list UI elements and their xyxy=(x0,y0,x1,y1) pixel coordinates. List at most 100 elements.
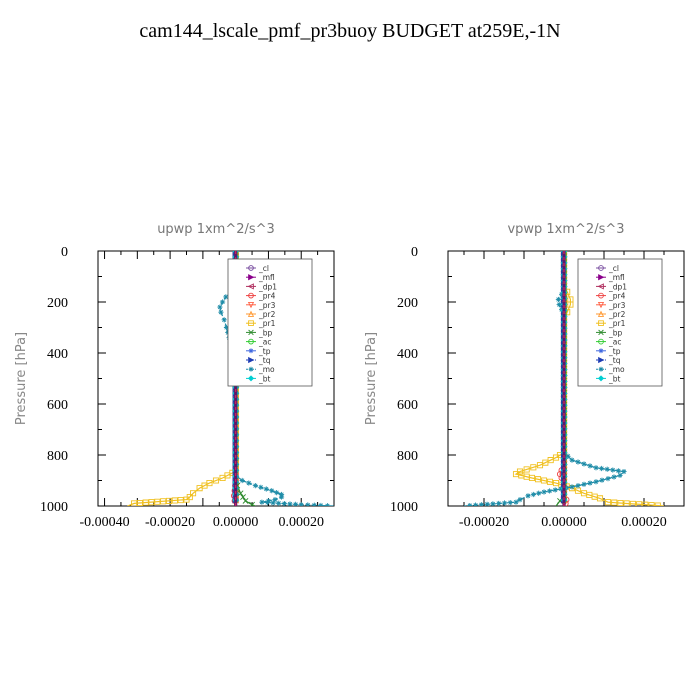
data-point xyxy=(636,501,643,506)
data-point xyxy=(617,499,624,506)
legend-label: _pr3 xyxy=(608,301,626,310)
legend-entry: _pr1 xyxy=(596,319,626,328)
y-tick-label: 0 xyxy=(411,245,418,260)
data-point xyxy=(484,501,490,506)
data-point xyxy=(517,497,523,503)
data-point xyxy=(269,488,275,494)
legend-marker xyxy=(598,329,604,336)
legend-marker xyxy=(598,356,605,364)
legend-marker xyxy=(598,348,604,354)
legend-entry: _tp xyxy=(596,347,621,356)
legend-label: _pr4 xyxy=(258,292,276,301)
data-point xyxy=(496,500,502,506)
data-point xyxy=(559,291,565,297)
legend-label: _bt xyxy=(258,374,271,383)
x-tick-label: -0.00040 xyxy=(79,515,129,530)
data-point xyxy=(131,500,138,506)
y-tick-label: 0 xyxy=(61,245,68,260)
legend-label: _tp xyxy=(608,347,621,356)
legend-entry: _mfl xyxy=(246,273,275,282)
data-point xyxy=(569,457,575,463)
legend-label: _ac xyxy=(258,338,271,347)
data-point xyxy=(604,466,610,472)
legend-label: _mfl xyxy=(608,273,625,282)
data-point xyxy=(593,479,599,485)
legend-entry: _ac xyxy=(596,338,621,347)
legend-label: _ac xyxy=(608,338,621,347)
data-point xyxy=(240,494,246,500)
data-point xyxy=(252,483,258,489)
legend-label: _pr1 xyxy=(258,319,276,328)
data-point xyxy=(186,494,193,501)
data-point xyxy=(546,478,554,485)
data-point xyxy=(605,475,611,482)
data-point xyxy=(242,497,249,504)
legend-marker xyxy=(597,375,605,382)
legend-label: _cl xyxy=(258,264,269,273)
legend-marker xyxy=(597,283,604,290)
data-point xyxy=(274,490,280,496)
data-point xyxy=(265,498,272,504)
legend-label: _pr1 xyxy=(608,319,626,328)
data-point xyxy=(281,501,287,506)
data-point xyxy=(621,468,627,475)
legend-marker xyxy=(248,356,255,364)
data-point xyxy=(541,489,547,495)
data-point xyxy=(569,484,575,490)
legend-marker xyxy=(598,338,604,345)
legend-label: _pr4 xyxy=(608,292,626,301)
y-tick-label: 800 xyxy=(47,449,68,464)
data-point xyxy=(623,500,630,506)
data-point xyxy=(276,500,282,506)
data-point xyxy=(324,503,331,506)
data-point xyxy=(642,501,649,506)
data-point xyxy=(611,499,618,506)
series-line xyxy=(514,251,665,506)
legend-marker xyxy=(598,320,604,327)
data-point xyxy=(212,477,220,484)
data-point xyxy=(525,493,531,499)
legend-entry: _tq xyxy=(596,356,621,365)
data-point xyxy=(237,490,244,497)
legend: _cl_mfl_dp1_pr4_pr3_pr2_pr1_bp_ac_tp_tq_… xyxy=(577,258,663,387)
data-point xyxy=(610,467,616,473)
legend-box xyxy=(227,258,313,387)
legend-label: _dp1 xyxy=(608,282,627,291)
data-point xyxy=(219,299,226,305)
legend-entry: _mo xyxy=(246,365,275,374)
data-point xyxy=(177,497,184,504)
legend-marker xyxy=(248,348,254,354)
legend-entry: _pr1 xyxy=(246,319,276,328)
legend-entry: _pr2 xyxy=(246,310,276,319)
y-axis-label: Pressure [hPa] xyxy=(14,332,29,425)
data-point xyxy=(221,317,227,323)
data-point xyxy=(298,502,304,506)
data-point xyxy=(648,502,655,506)
data-point xyxy=(587,463,593,469)
data-point xyxy=(270,500,276,506)
y-tick-label: 600 xyxy=(47,398,68,413)
legend-entry: _cl xyxy=(246,264,269,273)
legend-label: _pr2 xyxy=(608,310,626,319)
legend-marker xyxy=(247,301,255,309)
data-point xyxy=(534,476,542,483)
data-point xyxy=(596,495,604,502)
data-point xyxy=(217,304,223,310)
legend-marker xyxy=(598,292,604,299)
data-point xyxy=(611,474,617,480)
data-point xyxy=(556,301,562,308)
legend-marker xyxy=(247,375,255,382)
data-point xyxy=(272,497,278,503)
legend-label: _tq xyxy=(608,356,621,365)
legend-entry: _cl xyxy=(596,264,619,273)
legend-entry: _ac xyxy=(246,338,271,347)
data-point xyxy=(311,502,317,506)
data-point xyxy=(490,501,496,506)
legend-entry: _pr3 xyxy=(596,301,626,310)
legend-entry: _tp xyxy=(246,347,271,356)
x-tick-label: -0.00020 xyxy=(145,515,195,530)
legend-marker xyxy=(248,292,254,299)
data-point xyxy=(287,501,293,506)
legend-label: _tq xyxy=(258,356,271,365)
data-point xyxy=(478,502,484,506)
